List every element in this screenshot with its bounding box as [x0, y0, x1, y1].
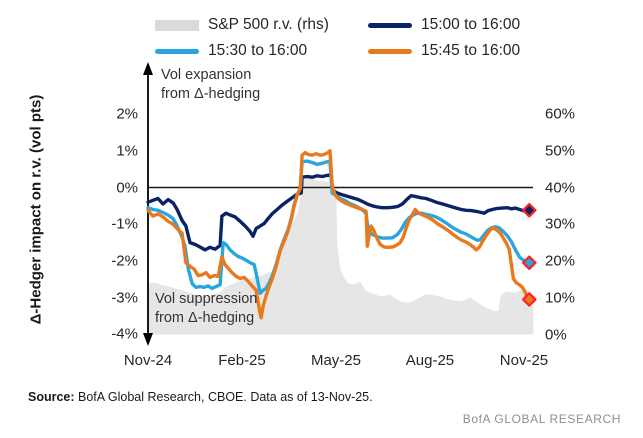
x-tick-Nov-25: Nov-25	[499, 352, 549, 369]
annotation-line: Vol expansion	[161, 67, 252, 83]
line-swatch-icon	[368, 48, 412, 54]
y-right-tick-10%: 10%	[545, 289, 576, 307]
left-axis-title: Δ-Hedger impact on r.v. (vol pts)	[27, 94, 45, 325]
legend-label: S&P 500 r.v. (rhs)	[208, 16, 329, 33]
line-swatch-icon	[368, 22, 412, 28]
x-tick-Feb-25: Feb-25	[218, 352, 266, 369]
y-right-tick-40%: 40%	[545, 179, 576, 197]
y-left-tick-0%: 0%	[116, 179, 138, 196]
x-tick-Aug-25: Aug-25	[405, 352, 455, 369]
y-right-tick-30%: 30%	[545, 215, 576, 233]
y-left-tick--2%: -2%	[111, 252, 138, 270]
y-left-tick--3%: -3%	[111, 289, 138, 307]
end-diamond-marker-1	[521, 255, 537, 271]
x-tick-May-25: May-25	[310, 352, 361, 369]
legend-item-1500-1600: 15:00 to 16:00	[368, 15, 520, 35]
end-diamond-marker-2	[521, 292, 537, 307]
annotation-line: Vol suppression	[155, 291, 258, 307]
legend-label: 15:30 to 16:00	[208, 42, 308, 59]
legend-label: 15:45 to 16:00	[421, 42, 521, 59]
annotation-line: from Δ-hedging	[155, 310, 255, 326]
y-left-tick-1%: 1%	[116, 142, 138, 160]
legend-item-1545-1600: 15:45 to 16:00	[368, 41, 520, 61]
y-left-tick--1%: -1%	[111, 215, 138, 233]
y-right-tick-50%: 50%	[545, 142, 576, 160]
source-note: Source: BofA Global Research, CBOE. Data…	[28, 390, 373, 404]
legend-label: 15:00 to 16:00	[421, 16, 521, 33]
line-swatch-icon	[155, 48, 199, 54]
vol-suppression-annotation: Vol suppression from Δ-hedging	[155, 290, 257, 328]
y-left-tick-2%: 2%	[116, 105, 138, 123]
source-label: Source:	[28, 390, 75, 404]
y-right-tick-20%: 20%	[545, 252, 576, 270]
source-text: BofA Global Research, CBOE. Data as of 1…	[74, 390, 373, 404]
up-arrow-icon	[143, 62, 153, 75]
y-right-tick-0%: 0%	[545, 326, 567, 343]
spx-rv-area	[148, 176, 534, 335]
down-arrow-icon	[143, 333, 153, 346]
y-right-tick-60%: 60%	[545, 105, 576, 123]
x-tick-Nov-24: Nov-24	[123, 352, 173, 369]
annotation-line: from Δ-hedging	[161, 86, 261, 102]
end-diamond-marker-0	[521, 202, 537, 218]
series-line-2	[146, 149, 531, 320]
legend-item-1530-1600: 15:30 to 16:00	[155, 41, 307, 61]
bofa-watermark: BofA GLOBAL RESEARCH	[462, 412, 621, 426]
vol-expansion-annotation: Vol expansion from Δ-hedging	[161, 66, 260, 104]
legend-item-spx-rv: S&P 500 r.v. (rhs)	[155, 15, 329, 35]
y-left-tick--4%: -4%	[111, 325, 138, 343]
area-swatch-icon	[155, 19, 199, 31]
